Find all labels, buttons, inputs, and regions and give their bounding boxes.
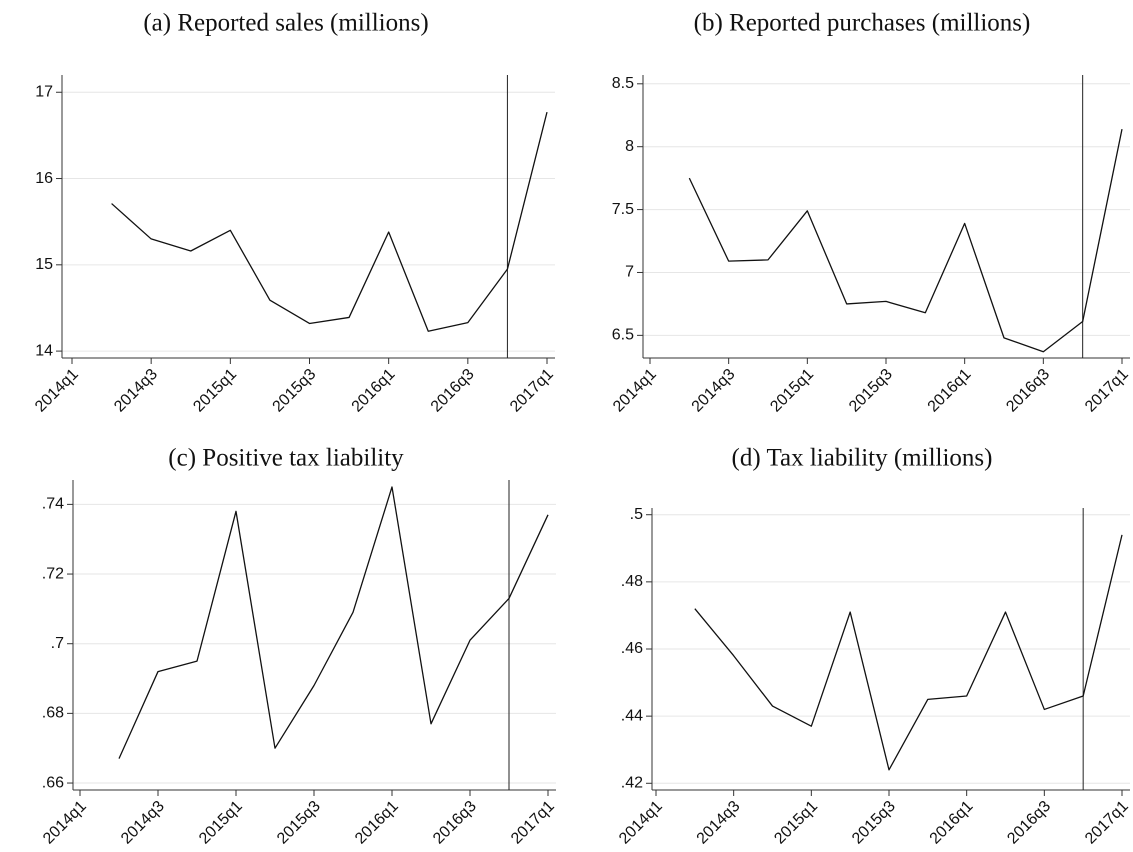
- x-tick-label: 2014q1: [40, 798, 90, 848]
- x-tick-label: 2017q1: [1082, 366, 1132, 416]
- x-tick-label: 2015q1: [771, 798, 821, 848]
- chart-title: (d) Tax liability (millions): [732, 445, 993, 472]
- data-line: [118, 486, 549, 759]
- x-tick-label: 2015q1: [196, 798, 246, 848]
- x-tick-label: 2014q3: [694, 798, 744, 848]
- panel: (d) Tax liability (millions) .42 .44 .46 .48…: [616, 445, 1132, 848]
- x-tick-label: 2015q3: [274, 798, 324, 848]
- y-tick-label: 17: [35, 83, 53, 100]
- x-tick-label: 2016q3: [428, 366, 478, 416]
- y-tick-label: .42: [621, 775, 643, 792]
- x-tick-label: 2016q1: [925, 366, 975, 416]
- y-tick-label: 7: [625, 264, 634, 281]
- x-tick-label: 2016q3: [430, 798, 480, 848]
- y-tick-label: .48: [621, 573, 643, 590]
- y-tick-label: 8.5: [612, 75, 634, 92]
- y-tick-label: .5: [630, 506, 643, 523]
- x-tick-label: 2016q3: [1003, 366, 1053, 416]
- x-tick-label: 2016q1: [349, 366, 399, 416]
- y-tick-label: .44: [621, 707, 643, 724]
- x-tick-label: 2015q1: [190, 366, 240, 416]
- x-tick-label: 2014q1: [32, 366, 82, 416]
- x-tick-label: 2015q1: [767, 366, 817, 416]
- chart-title: (c) Positive tax liability: [168, 445, 404, 472]
- y-tick-label: .46: [621, 640, 643, 657]
- x-tick-label: 2017q1: [508, 798, 558, 848]
- x-tick-label: 2014q3: [689, 366, 739, 416]
- x-tick-label: 2015q3: [846, 366, 896, 416]
- panel: (a) Reported sales (millions) 14 15 16 17 201…: [32, 10, 557, 416]
- data-line: [688, 128, 1123, 353]
- y-tick-label: 6.5: [612, 327, 634, 344]
- x-tick-label: 2015q3: [849, 798, 899, 848]
- y-tick-label: .72: [42, 565, 64, 582]
- x-tick-label: 2014q1: [610, 366, 660, 416]
- panel: (b) Reported purchases (millions) 6.5 7 7.5…: [610, 10, 1132, 416]
- data-line: [694, 534, 1123, 771]
- y-tick-label: .66: [42, 774, 64, 791]
- chart-title: (a) Reported sales (millions): [143, 10, 428, 37]
- y-tick-label: 16: [35, 170, 53, 187]
- y-tick-label: .68: [42, 705, 64, 722]
- panel: (c) Positive tax liability .66 .68 .7 .72 .74…: [40, 445, 558, 848]
- y-tick-label: .7: [51, 635, 64, 652]
- x-tick-label: 2016q3: [1004, 798, 1054, 848]
- x-tick-label: 2017q1: [1082, 798, 1132, 848]
- x-tick-label: 2016q1: [352, 798, 402, 848]
- y-tick-label: 14: [35, 342, 53, 359]
- x-tick-label: 2015q3: [270, 366, 320, 416]
- x-tick-label: 2014q1: [616, 798, 666, 848]
- x-tick-label: 2014q3: [111, 366, 161, 416]
- x-tick-label: 2017q1: [507, 366, 557, 416]
- x-tick-label: 2016q1: [927, 798, 977, 848]
- y-tick-label: 15: [35, 256, 53, 273]
- y-tick-label: 7.5: [612, 201, 634, 218]
- y-tick-label: 8: [625, 138, 634, 155]
- chart-title: (b) Reported purchases (millions): [694, 10, 1031, 37]
- x-tick-label: 2014q3: [118, 798, 168, 848]
- data-line: [111, 111, 548, 332]
- y-tick-label: .74: [42, 496, 64, 513]
